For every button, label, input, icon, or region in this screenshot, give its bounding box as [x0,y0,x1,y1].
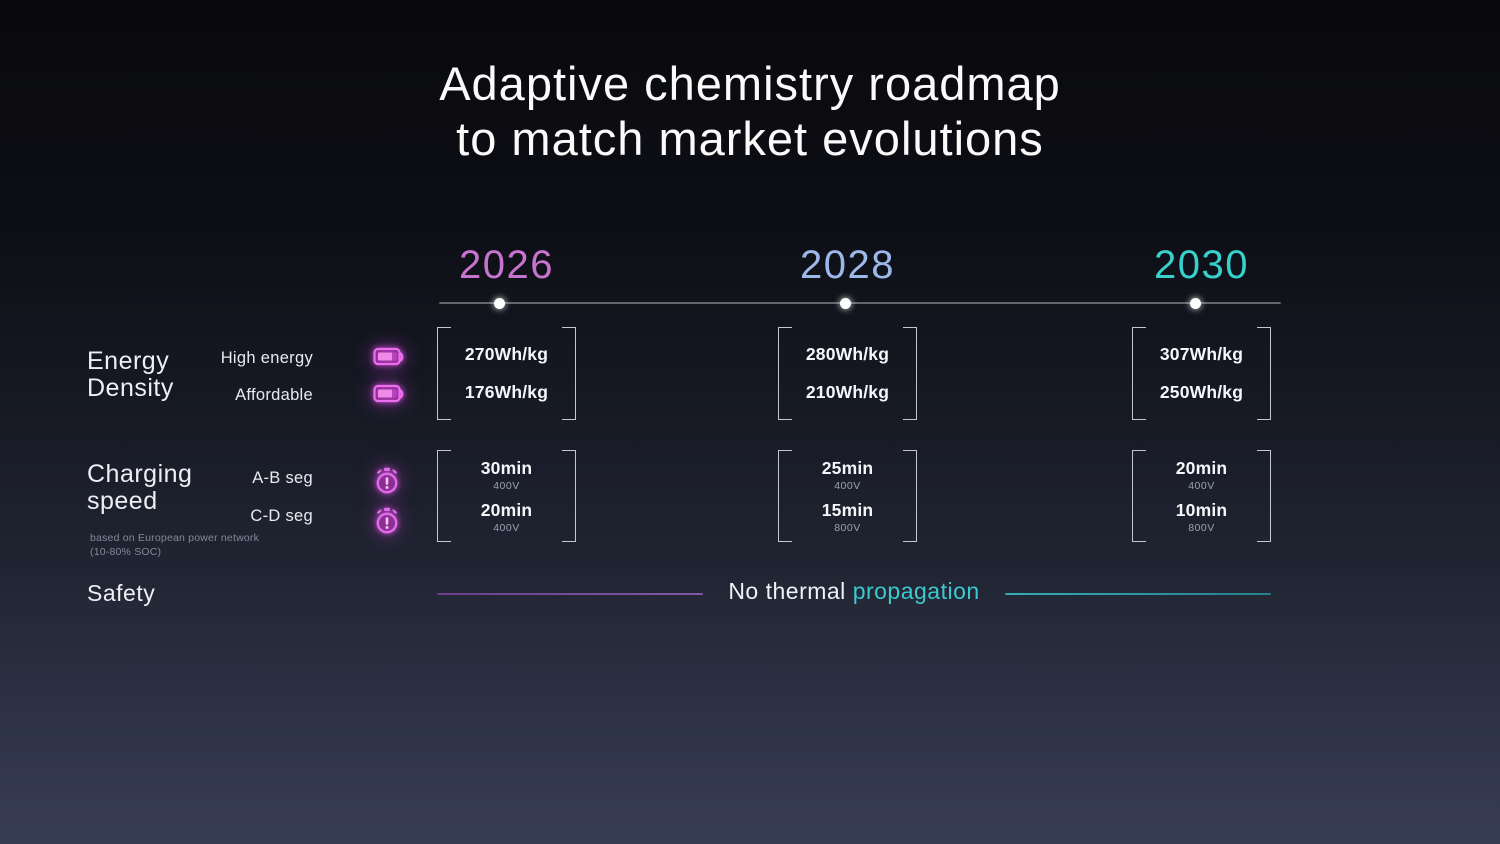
energy-high-value: 280Wh/kg [805,344,890,364]
charging-ab-voltage: 400V [493,480,520,492]
safety-divider-right [1005,593,1271,595]
charging-cd-group: 10min 800V [1176,500,1228,534]
stopwatch-icon [374,467,400,502]
charging-ab-group: 20min 400V [1176,458,1228,492]
safety-statement-white: No thermal [728,578,853,604]
row-title-charging-speed: Charging speed [87,460,193,515]
row-title-safety: Safety [87,580,156,606]
charging-ab-voltage: 400V [1188,480,1215,492]
row-title-energy-density: Energy Density [87,347,174,402]
energy-high-value: 307Wh/kg [1159,344,1244,364]
charging-cd-time: 20min [480,500,533,520]
safety-statement: No thermal propagation [703,578,1005,605]
energy-box-2028: 280Wh/kg 210Wh/kg [778,327,917,420]
year-2030: 2030 [1154,243,1249,287]
charging-ab-group: 30min 400V [481,458,533,492]
charging-footnote: based on European power network (10-80% … [90,531,259,559]
timeline-dot-2028 [840,298,851,309]
slide-title-line2: to match market evolutions [456,112,1044,166]
charging-cd-group: 20min 400V [481,500,533,534]
charging-footnote-line1: based on European power network [90,532,260,544]
charging-cd-voltage: 800V [1188,522,1215,534]
slide-title: Adaptive chemistry roadmap to match mark… [0,56,1500,167]
charging-footnote-line2: (10-80% SOC) [90,546,162,559]
energy-affordable-value: 210Wh/kg [805,382,890,402]
charging-ab-time: 25min [821,458,874,478]
charging-ab-time: 30min [480,458,533,478]
timeline-dot-2026 [494,298,505,309]
label-cd-seg: C-D seg [250,507,313,525]
label-high-energy: High energy [220,349,313,367]
stopwatch-icon [374,507,400,542]
year-2026: 2026 [459,243,554,287]
charging-ab-voltage: 400V [834,480,861,492]
charging-cd-voltage: 800V [834,522,861,534]
charging-ab-time: 20min [1175,458,1228,478]
safety-statement-teal: propagation [852,578,980,604]
charging-cd-time: 15min [821,500,874,520]
energy-high-value: 270Wh/kg [464,344,549,364]
energy-affordable-value: 250Wh/kg [1159,382,1244,402]
charging-box-2026: 30min 400V 20min 400V [437,450,576,542]
label-affordable: Affordable [235,386,313,404]
battery-icon [373,384,407,409]
slide-title-line1: Adaptive chemistry roadmap [439,57,1061,110]
safety-divider-left [437,593,703,595]
battery-icon [373,347,407,372]
charging-cd-group: 15min 800V [822,500,874,534]
charging-cd-voltage: 400V [493,522,520,534]
charging-cd-time: 10min [1175,500,1228,520]
energy-affordable-value: 176Wh/kg [464,382,549,402]
charging-ab-group: 25min 400V [822,458,874,492]
energy-box-2026: 270Wh/kg 176Wh/kg [437,327,576,420]
year-2028: 2028 [800,243,895,287]
energy-box-2030: 307Wh/kg 250Wh/kg [1132,327,1271,420]
label-ab-seg: A-B seg [252,469,313,487]
timeline-bar [437,298,1283,309]
timeline-dot-2030 [1190,298,1201,309]
charging-box-2028: 25min 400V 15min 800V [778,450,917,542]
charging-box-2030: 20min 400V 10min 800V [1132,450,1271,542]
